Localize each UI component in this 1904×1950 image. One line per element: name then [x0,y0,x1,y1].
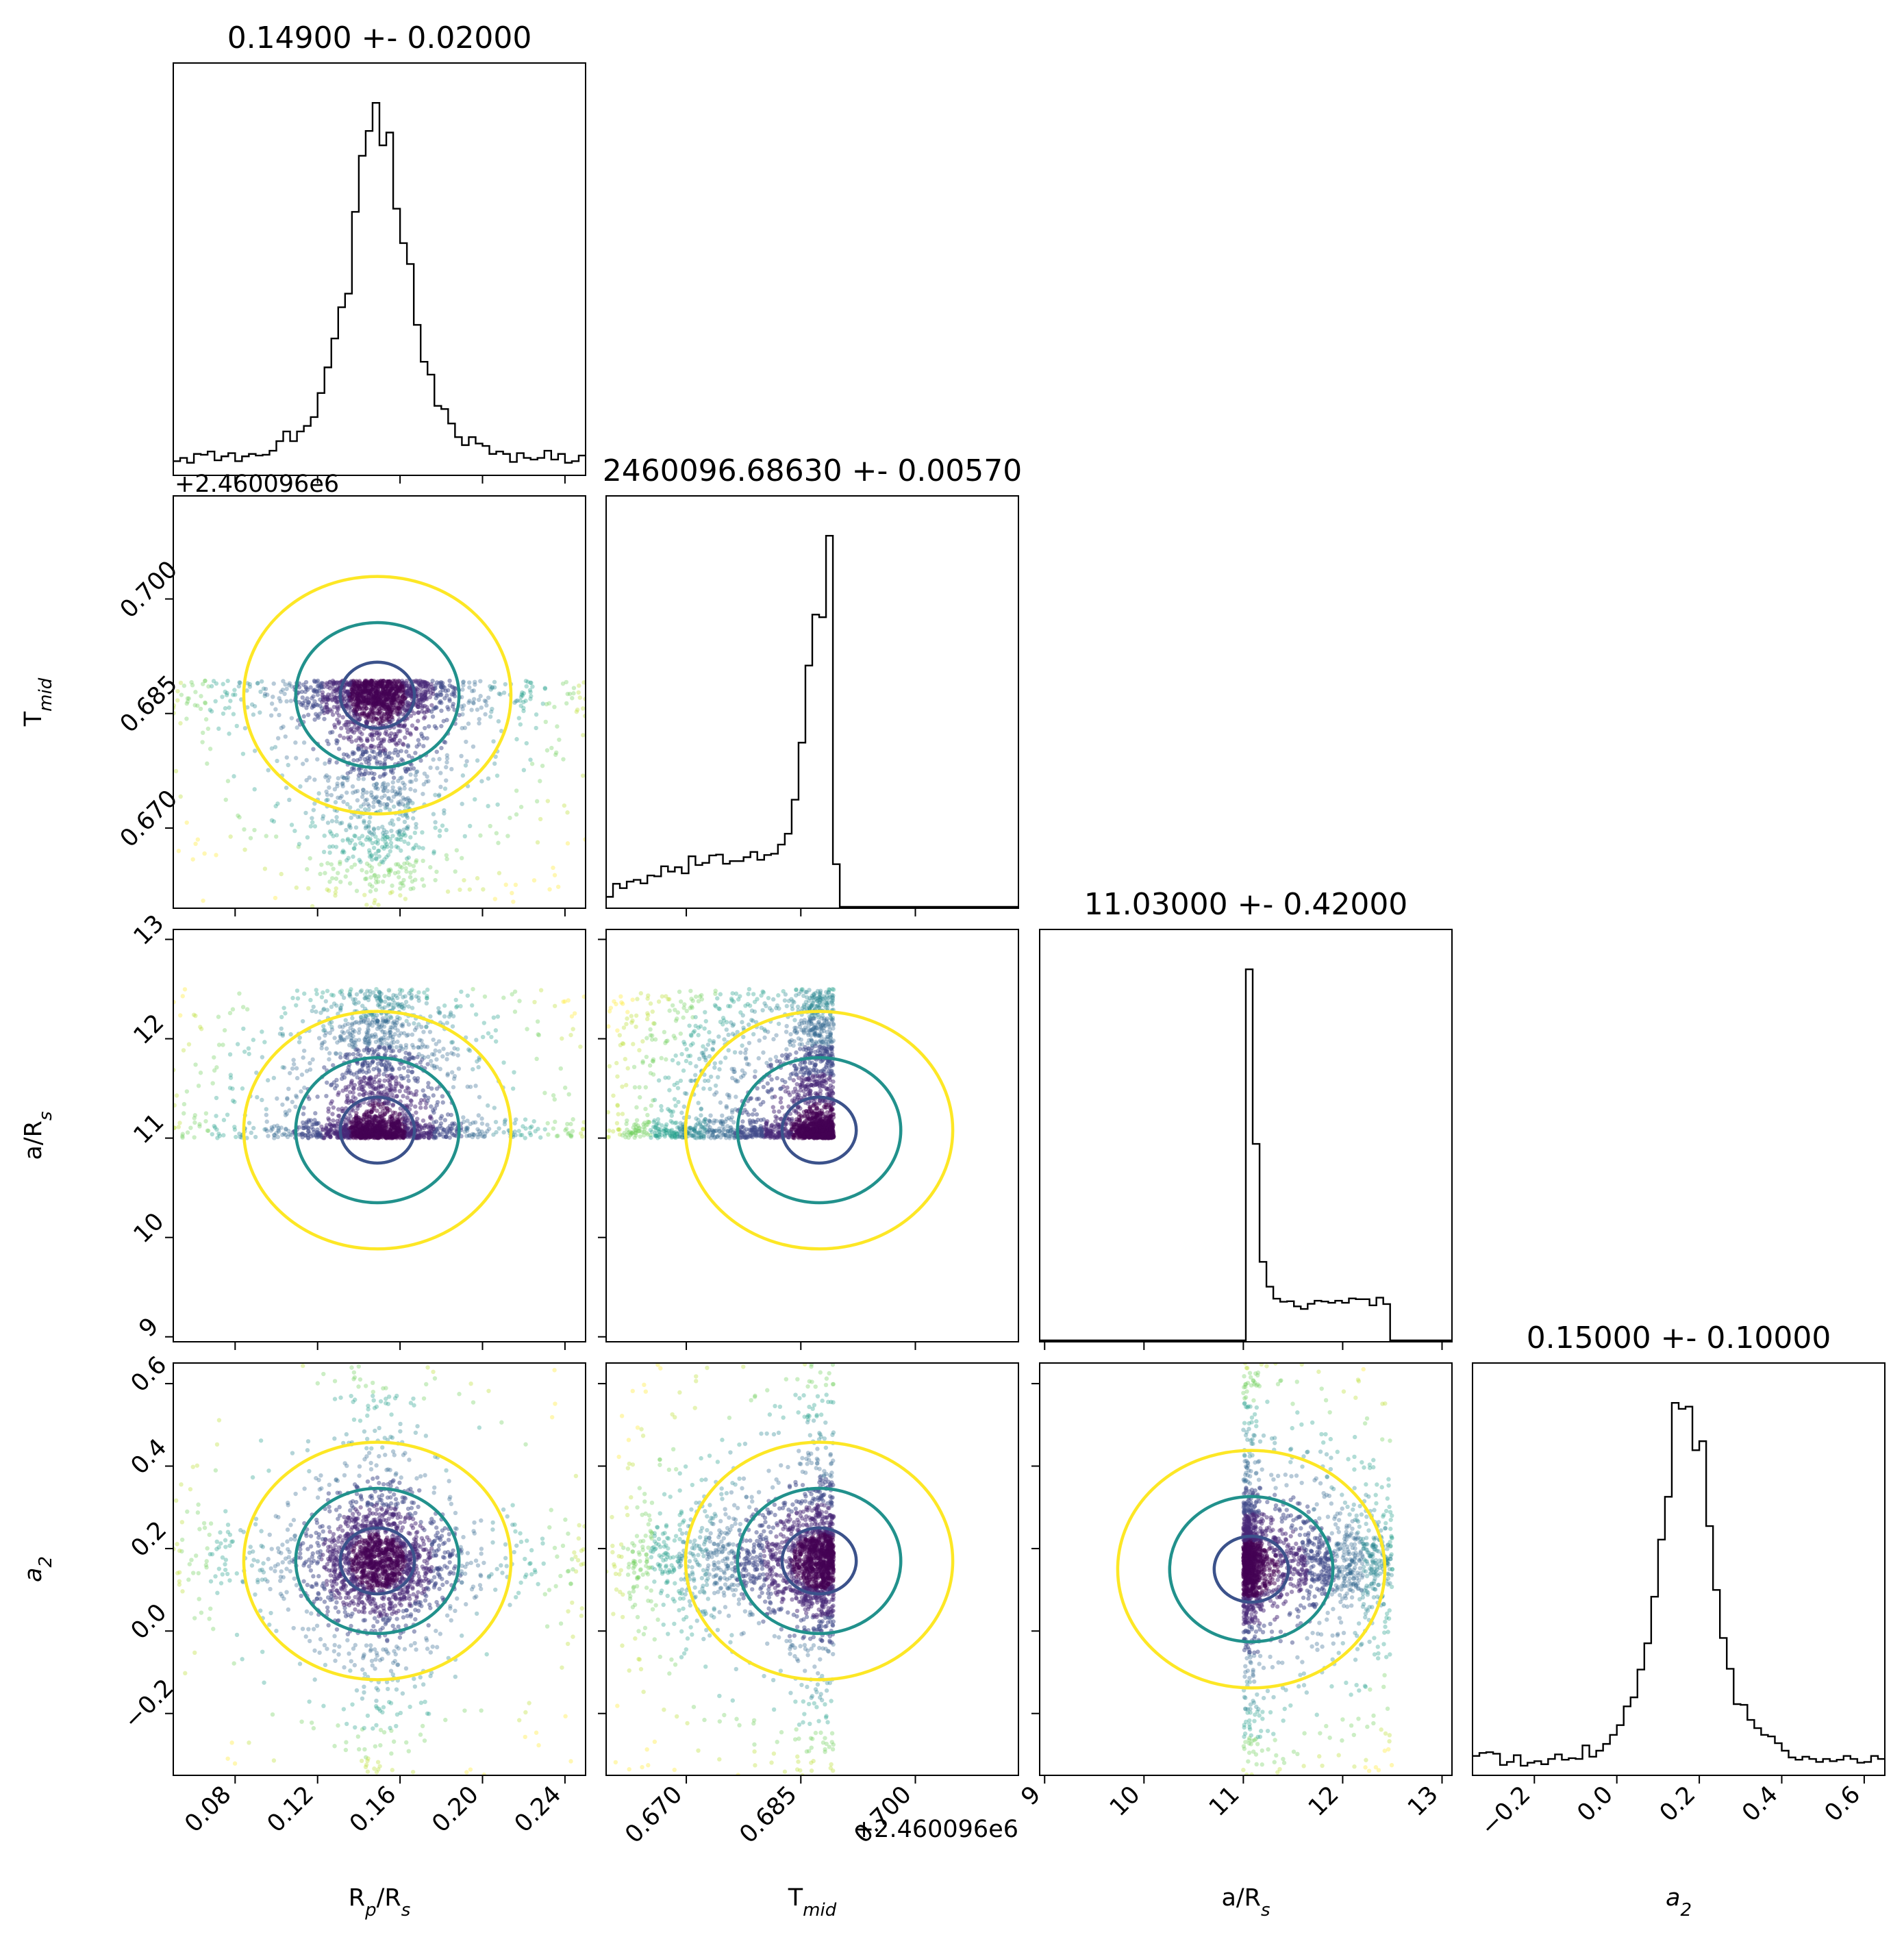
y-tick-label: 11 [129,1108,170,1149]
y-tick-label: 9 [134,1312,164,1342]
y-tick-label: 10 [129,1208,170,1249]
axis-label-a2: a2 [20,1556,56,1582]
x-tick-label: 11 [1204,1781,1245,1822]
scatter-tmid-a2 [606,1363,955,1775]
axis-label-ars: a/Rs [1221,1884,1270,1921]
x-tick-label: 0.6 [1820,1781,1866,1827]
panel-frame [605,1362,1019,1776]
contour-outer [242,575,513,816]
histogram-tmid [606,535,1018,908]
contour-middle [736,1055,903,1205]
x-tick-label: −0.2 [1475,1781,1536,1841]
x-tick-label: 0.2 [1655,1781,1701,1827]
contour-outer [1116,1449,1387,1690]
y-tick-label: 13 [129,910,170,951]
panel-title-rp: 0.14900 +- 0.02000 [227,21,532,55]
panel-frame [605,495,1019,909]
x-tick-label: 0.0 [1572,1781,1618,1827]
panel-frame [1472,1362,1886,1776]
contour-inner [338,1095,416,1165]
histogram-ars [1040,968,1452,1342]
offset-label: +2.460096e6 [854,1816,1018,1843]
contour-outer [242,1440,513,1682]
x-tick-label: 0.670 [620,1781,688,1849]
axis-label-a2: a2 [1666,1884,1692,1921]
x-tick-label: 0.12 [262,1781,319,1838]
contour-middle [1168,1495,1335,1644]
panel-title-tmid: 2460096.68630 +- 0.00570 [603,453,1023,488]
axis-label-ars: a/Rs [20,1111,56,1160]
panel-frame [173,1362,586,1776]
histogram-a2 [1473,1401,1885,1767]
x-tick-label: 0.685 [735,1781,803,1849]
scatter-rp-ars [173,986,586,1251]
scatter-ars-a2 [1116,1363,1395,1775]
y-tick-label: 0.2 [126,1516,173,1563]
y-tick-label: −0.2 [118,1674,179,1734]
x-tick-label: 12 [1303,1781,1344,1822]
offset-label: +2.460096e6 [175,471,339,498]
x-tick-label: 0.4 [1737,1781,1783,1827]
contour-middle [294,1486,461,1636]
axis-label-rp: Rp/Rs [349,1884,411,1921]
contour-outer [684,1010,955,1251]
contour-inner [338,1526,416,1596]
x-tick-label: 9 [1016,1781,1047,1811]
panel-title-ars: 11.03000 +- 0.42000 [1084,887,1408,922]
panel-frame [173,929,586,1342]
contour-inner [780,1526,858,1596]
axis-label-tmid: Tmid [20,677,56,727]
x-tick-label: 0.08 [179,1781,236,1838]
panel-frame [1039,929,1453,1342]
contour-middle [294,621,461,770]
y-tick-label: 0.4 [126,1434,173,1480]
scatter-rp-a2 [173,1363,586,1775]
panel-frame [173,62,586,476]
panel-frame [605,929,1019,1342]
panel-frame [173,495,586,909]
contour-middle [736,1486,903,1636]
contour-middle [294,1055,461,1205]
x-tick-label: 0.20 [427,1781,484,1838]
scatter-rp-tmid [173,575,586,908]
y-tick-label: 12 [129,1009,170,1050]
scatter-tmid-ars [606,986,955,1251]
x-tick-label: 10 [1105,1781,1146,1822]
panel-title-a2: 0.15000 +- 0.10000 [1527,1321,1831,1355]
contour-inner [780,1095,858,1165]
contour-outer [242,1010,513,1251]
histogram-rp [173,102,586,464]
x-tick-label: 13 [1403,1781,1444,1822]
x-tick-label: 0.24 [510,1781,566,1838]
y-tick-label: 0.6 [126,1351,173,1398]
panel-frame [1039,1362,1453,1776]
contour-outer [684,1440,955,1682]
axis-label-tmid: Tmid [788,1884,837,1921]
contour-inner [338,660,416,730]
y-tick-label: 0.0 [126,1599,173,1645]
contour-inner [1212,1534,1290,1604]
x-tick-label: 0.16 [345,1781,401,1838]
